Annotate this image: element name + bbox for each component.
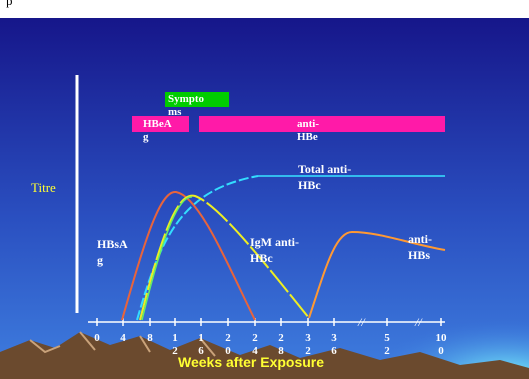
slide: {"header": {"title": "p"}, "boxes": {"sy… [0,0,529,379]
x-tick-label: 3 6 [326,332,342,358]
anti-hbe-label: anti- HBe [297,118,319,144]
x-tick-label: 3 2 [300,332,316,358]
diagram: // // [0,0,529,379]
symptoms-label: Sympto ms [168,93,204,119]
anti-hbs-label: anti- HBs [408,231,432,263]
slide-title: p [6,0,13,7]
x-tick-label: 1 6 [193,332,209,358]
x-tick-label: 2 0 [220,332,236,358]
y-axis-label: Titre [31,181,56,194]
hbeag-label: HBeA g [143,118,172,144]
anti-hbe-box [199,116,445,132]
x-tick-label: 1 2 [167,332,183,358]
x-tick-label: 10 0 [433,332,449,358]
igm-anti-hbc-label: IgM anti- HBc [250,234,299,266]
x-tick-label: 2 8 [273,332,289,358]
total-anti-hbc-label: Total anti- HBc [298,161,351,193]
x-tick-label: 0 [89,332,105,345]
x-tick-label: 8 [142,332,158,345]
x-tick-label: 5 2 [379,332,395,358]
x-tick-label: 2 4 [247,332,263,358]
x-tick-label: 4 [115,332,131,345]
hbsag-label: HBsA g [97,236,128,268]
